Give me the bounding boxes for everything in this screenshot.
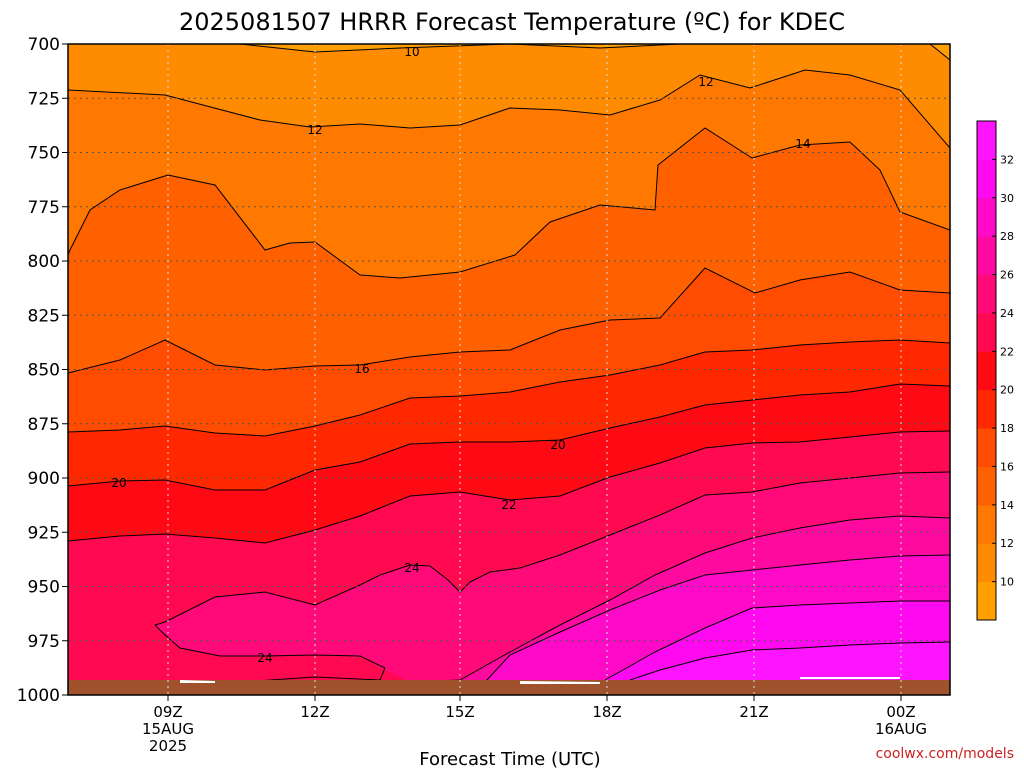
contour-label-text: 20 xyxy=(111,476,126,490)
y-tick-label: 850 xyxy=(28,361,60,381)
colorbar-swatch xyxy=(977,389,996,429)
colorbar-tick-label: 14 xyxy=(1000,499,1014,512)
band-28 xyxy=(485,555,950,682)
colorbar-tick-label: 10 xyxy=(1000,576,1014,589)
colorbar-tick-label: 12 xyxy=(1000,537,1014,550)
grid-lines xyxy=(68,44,950,695)
contour-label-text: 24 xyxy=(404,561,419,575)
colorbar-swatch xyxy=(977,197,996,237)
y-tick-label: 950 xyxy=(28,578,60,598)
contour-label-text: 10 xyxy=(404,45,419,59)
x-tick-sublabel: 16AUG xyxy=(875,720,927,738)
x-tick-label: 21Z xyxy=(739,703,768,721)
x-tick-label: 15Z xyxy=(445,703,474,721)
contour-label-text: 12 xyxy=(307,123,322,137)
y-tick-label: 975 xyxy=(28,632,60,652)
contour-label: 20 xyxy=(550,438,565,452)
y-tick-label: 875 xyxy=(28,415,60,435)
band-12 xyxy=(68,70,950,278)
contour-label: 24 xyxy=(257,651,272,665)
colorbar-swatch xyxy=(977,466,996,506)
y-tick-label: 750 xyxy=(28,144,60,164)
colorbar-swatch xyxy=(977,274,996,314)
band-18 xyxy=(68,340,950,490)
band-16 xyxy=(68,268,950,436)
y-tick-label: 775 xyxy=(28,198,60,218)
colorbar-tick-label: 18 xyxy=(1000,422,1014,435)
colorbar-swatch xyxy=(977,504,996,544)
band-24 xyxy=(155,472,950,682)
contour-labels: 10 12 12 14 16 20 20 22 24 24 xyxy=(111,45,810,665)
contour-label: 22 xyxy=(501,498,516,512)
colorbar-swatch xyxy=(977,543,996,583)
credit-text: coolwx.com/models xyxy=(876,746,1014,762)
contour-label-text: 16 xyxy=(354,362,369,376)
colorbar-tick-label: 28 xyxy=(1000,230,1014,243)
y-tick-label: 725 xyxy=(28,89,60,109)
colorbar-tick-label: 26 xyxy=(1000,269,1014,282)
contour-label-text: 22 xyxy=(501,498,516,512)
contour-label: 24 xyxy=(404,561,419,575)
plot-area: 10 12 12 14 16 20 20 22 24 24 xyxy=(68,44,950,695)
colorbar-tick-label: 16 xyxy=(1000,460,1014,473)
x-tick-label: 09Z xyxy=(153,703,182,721)
x-tick-label: 18Z xyxy=(592,703,621,721)
colorbar-swatch xyxy=(977,236,996,276)
x-tick-sublabel: 2025 xyxy=(149,737,187,755)
colorbar-swatch xyxy=(977,159,996,199)
y-tick-label: 900 xyxy=(28,469,60,489)
band-26 xyxy=(410,516,950,682)
ground-strip xyxy=(68,680,950,695)
contour-label: 16 xyxy=(354,362,369,376)
contour-label: 14 xyxy=(795,137,810,151)
band-10 xyxy=(68,44,950,148)
colorbar-tick-label: 22 xyxy=(1000,345,1014,358)
colorbar-swatch xyxy=(977,312,996,352)
y-tick-label: 825 xyxy=(28,306,60,326)
x-tick-sublabel: 15AUG xyxy=(142,720,194,738)
ground-gaps xyxy=(180,677,900,684)
contour-label: 20 xyxy=(111,476,126,490)
colorbar-tick-label: 20 xyxy=(1000,384,1014,397)
band-8 xyxy=(68,44,950,60)
x-tick-label: 12Z xyxy=(300,703,329,721)
contour-label: 12 xyxy=(307,123,322,137)
band-14 xyxy=(68,128,950,373)
y-tick-label: 700 xyxy=(28,35,60,55)
contour-label-text: 14 xyxy=(795,137,810,151)
contour-label-text: 24 xyxy=(257,651,272,665)
colorbar-tick-label: 24 xyxy=(1000,307,1014,320)
y-axis: 700 725 750 775 800 825 850 875 900 925 950 975 1000 xyxy=(17,35,68,706)
contour-label: 12 xyxy=(698,75,713,89)
contour-label-text: 12 xyxy=(698,75,713,89)
contour-lines xyxy=(68,44,950,683)
colorbar-swatch xyxy=(977,581,996,621)
x-axis-label: Forecast Time (UTC) xyxy=(419,749,600,768)
colorbar-swatch xyxy=(977,121,996,160)
x-tick-label: 00Z xyxy=(886,703,915,721)
contour-label: 10 xyxy=(404,45,419,59)
colorbar-frame xyxy=(976,120,997,621)
contour-label-text: 20 xyxy=(550,438,565,452)
colorbar-swatch xyxy=(977,428,996,467)
colorbar-legend: 10 12 14 16 18 20 22 24 26 28 30 32 xyxy=(976,120,1014,621)
chart-title: 2025081507 HRRR Forecast Temperature (ºC… xyxy=(179,8,845,36)
colorbar-tick-label: 30 xyxy=(1000,192,1014,205)
y-tick-label: 800 xyxy=(28,252,60,272)
y-tick-label: 925 xyxy=(28,523,60,543)
y-tick-label: 1000 xyxy=(17,686,60,706)
band-32 xyxy=(630,642,950,682)
colorbar-swatch xyxy=(977,351,996,391)
colorbar-tick-label: 32 xyxy=(1000,153,1014,166)
